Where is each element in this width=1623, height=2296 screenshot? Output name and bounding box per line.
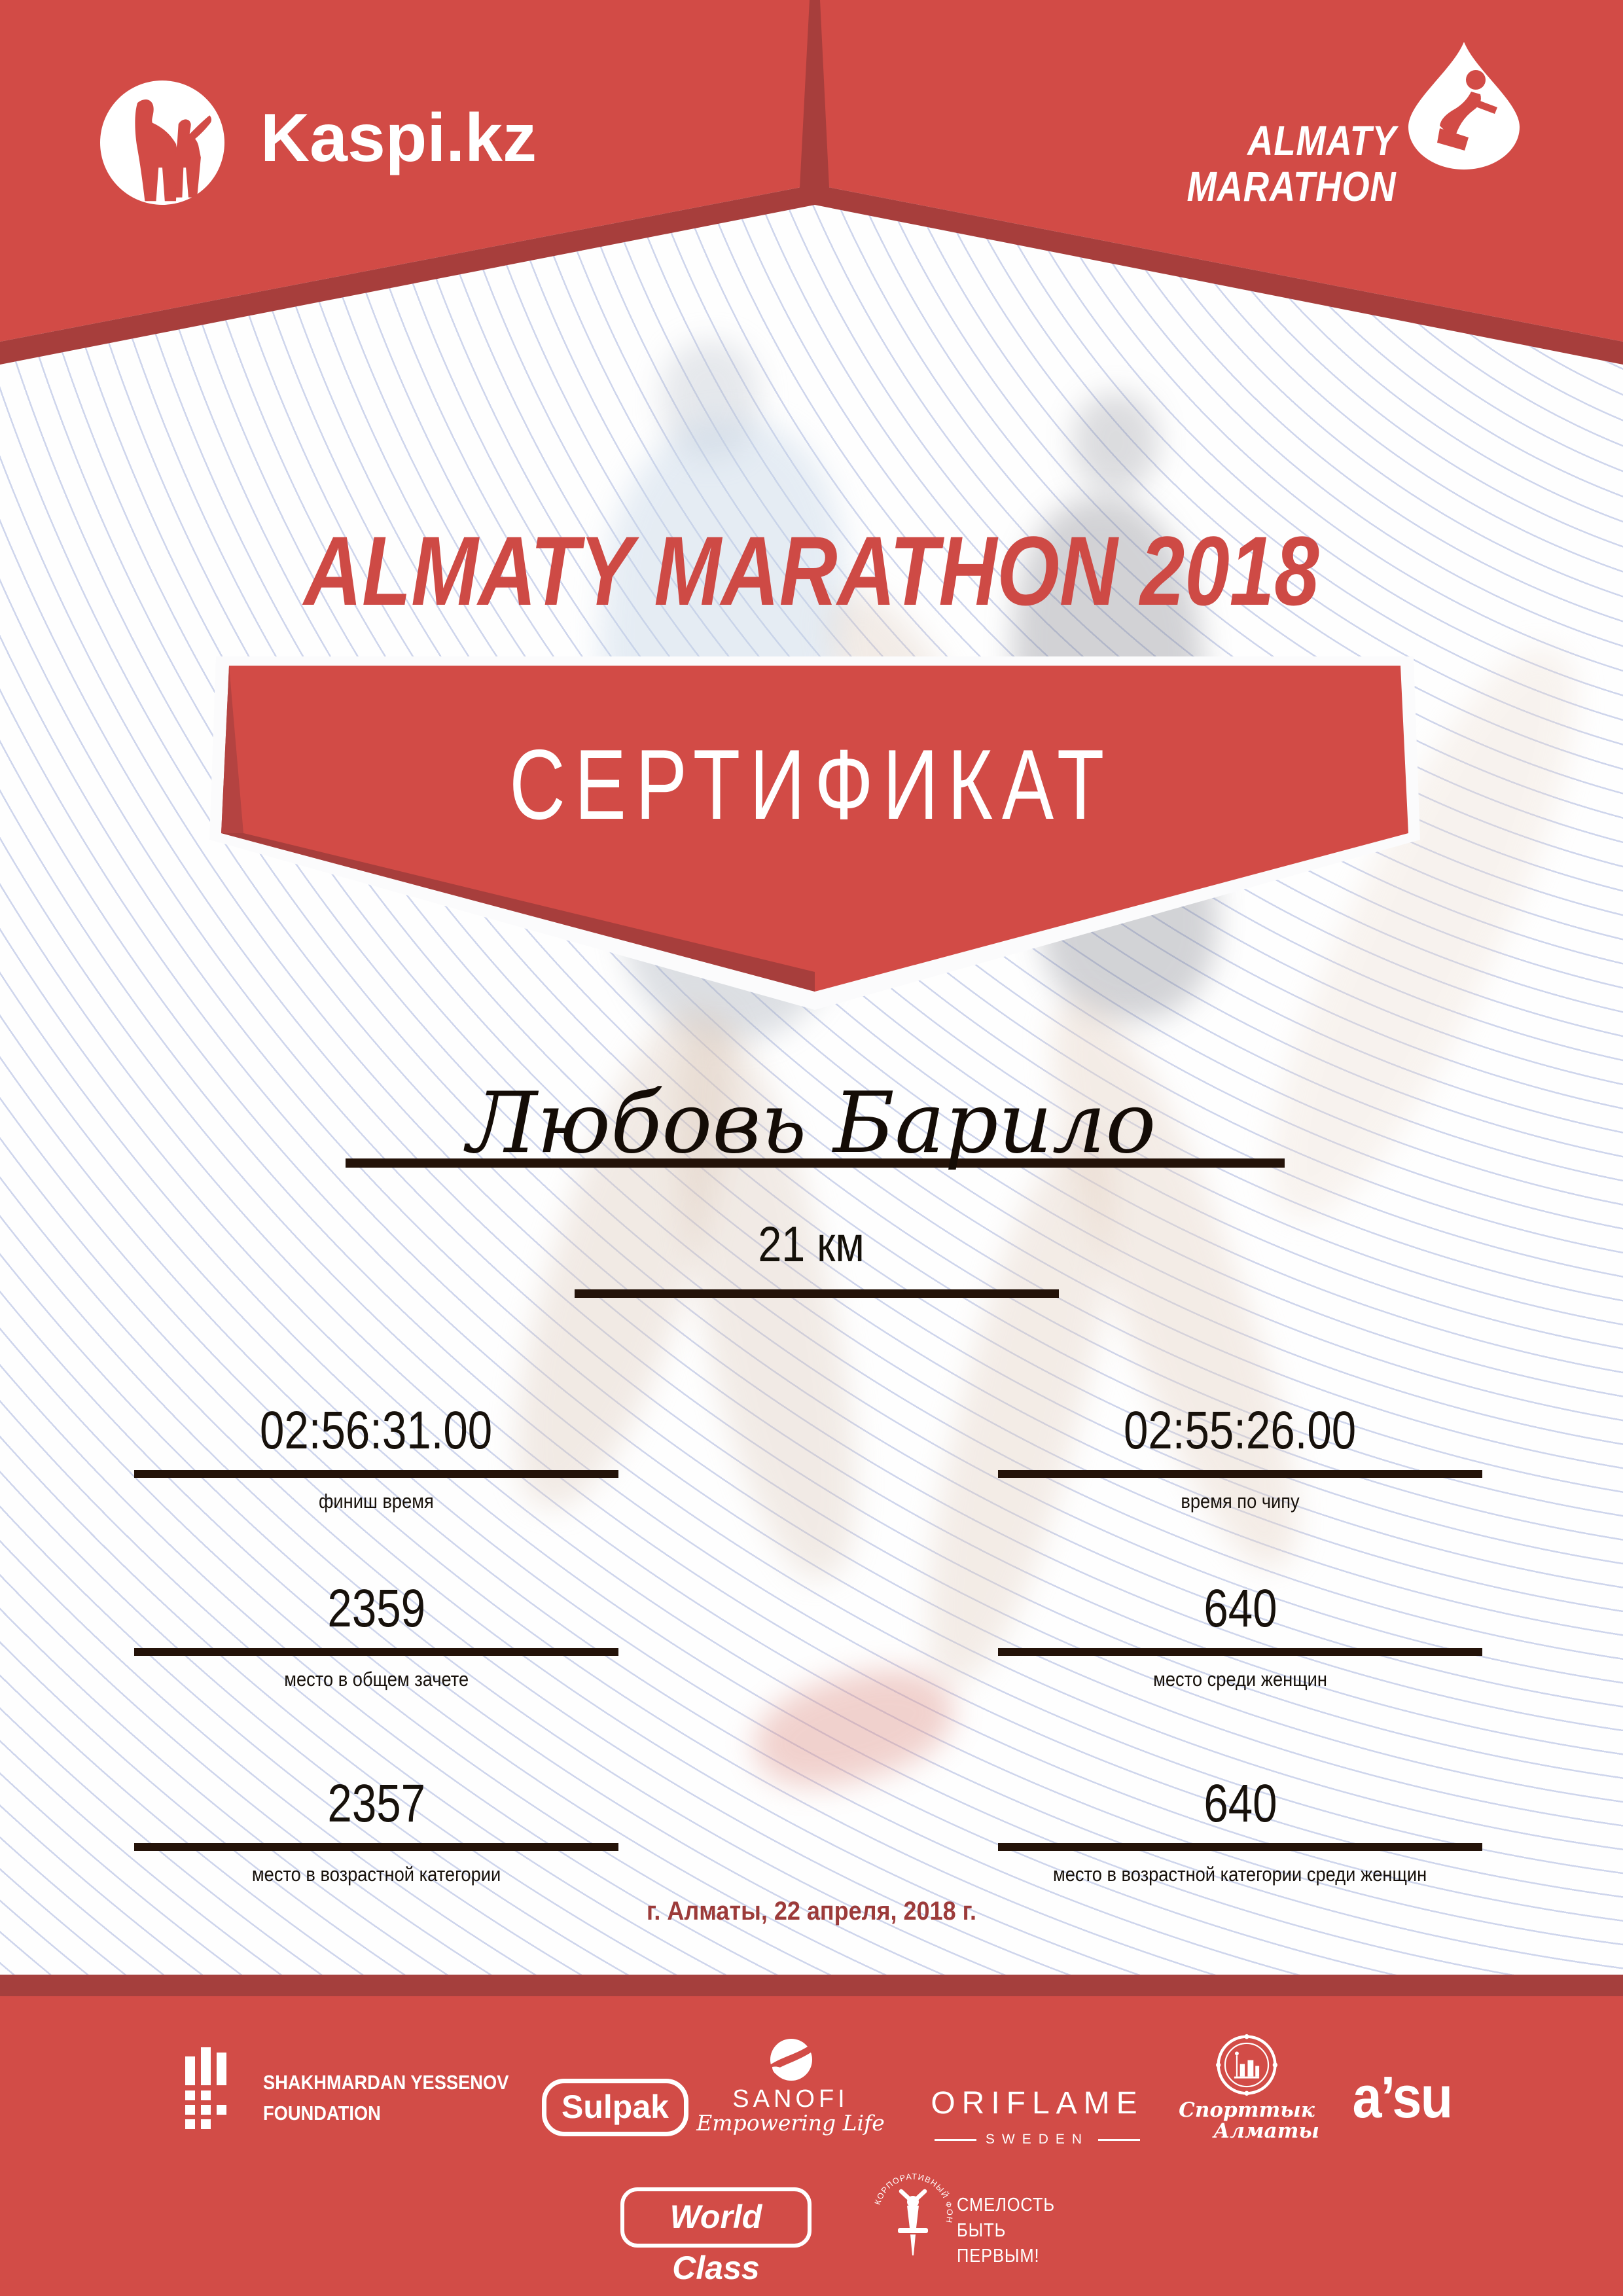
yessenov-foundation-label: SHAKHMARDAN YESSENOV FOUNDATION	[263, 2071, 509, 2125]
photo-blob	[1073, 393, 1158, 491]
yessenov-foundation-icon	[185, 2047, 227, 2129]
corporate-fund-slogan: СМЕЛОСТЬ БЫТЬ ПЕРВЫМ!	[957, 2195, 1055, 2267]
almaty-marathon-line1: ALMATY	[1247, 117, 1397, 164]
stat-value: 640	[1203, 1774, 1277, 1833]
kaspi-logo-icon	[100, 81, 224, 205]
footer-accent-stripe	[0, 1975, 1623, 1996]
stat-women-place: 640 место среди женщин	[946, 1576, 1535, 1691]
certificate-title: СЕРТИФИКАТ	[509, 729, 1114, 840]
sporttyk-label-line1: Спорттык	[1179, 2098, 1315, 2122]
certificate-ribbon	[209, 656, 1420, 1010]
photo-blob	[661, 340, 759, 458]
stat-label: место в возрастной категории среди женщи…	[1053, 1863, 1427, 1886]
sanofi-logo-text: SANOFI	[732, 2085, 849, 2113]
sporttyk-almaty-emblem-icon	[1216, 2034, 1277, 2096]
sporttyk-label-line2: Алматы	[1213, 2119, 1319, 2143]
sanofi-tagline: Empowering Life	[696, 2110, 885, 2136]
stat-value: 02:56:31.00	[260, 1401, 493, 1460]
stat-underline	[134, 1843, 618, 1851]
corporate-fund-icon: КОРПОРАТИВНЫЙ ФОНД	[872, 2170, 954, 2255]
oriflame-dash-left	[934, 2138, 976, 2141]
stat-label: место в возрастной категории	[251, 1863, 501, 1886]
almaty-marathon-runner-icon	[1408, 42, 1520, 170]
header-ribbon	[0, 0, 1623, 365]
stat-age-category-place: 2357 место в возрастной категории	[82, 1771, 671, 1886]
stat-label: время по чипу	[1181, 1490, 1300, 1513]
oriflame-sweden-text: SWEDEN	[985, 2132, 1090, 2147]
stat-label: место в общем зачете	[284, 1668, 469, 1691]
stat-age-category-women-place: 640 место в возрастной категории среди ж…	[946, 1771, 1535, 1886]
stat-underline	[134, 1648, 618, 1656]
stat-finish-time: 02:56:31.00 финиш время	[82, 1398, 671, 1513]
event-title: ALMATY MARATHON 2018	[304, 516, 1319, 626]
sulpak-logo: Sulpak	[542, 2079, 688, 2136]
kaspi-logo-text: Kaspi.kz	[260, 100, 537, 176]
distance-value: 21 км	[758, 1217, 865, 1272]
participant-name: Любовь Барило	[467, 1075, 1156, 1172]
oriflame-dash-right	[1098, 2138, 1141, 2141]
asu-logo: a’su	[1352, 2065, 1453, 2130]
oriflame-sweden-row: SWEDEN	[916, 2132, 1158, 2147]
almaty-marathon-logo-text: ALMATY MARATHON	[1150, 118, 1397, 209]
stat-underline	[998, 1648, 1482, 1656]
almaty-marathon-line2: MARATHON	[1186, 163, 1397, 210]
stat-label: финиш время	[319, 1490, 434, 1513]
stat-value: 2357	[327, 1774, 425, 1833]
sanofi-bird-icon	[767, 2039, 813, 2081]
photo-blob	[742, 1651, 966, 1805]
stat-value: 02:55:26.00	[1124, 1401, 1357, 1460]
footer-sponsors-band: SHAKHMARDAN YESSENOV FOUNDATION Sulpak S…	[0, 1996, 1623, 2296]
distance-underline	[575, 1289, 1059, 1298]
world-class-logo: World Class	[620, 2187, 812, 2286]
stat-overall-place: 2359 место в общем зачете	[82, 1576, 671, 1691]
stat-underline	[998, 1843, 1482, 1851]
stat-underline	[134, 1470, 618, 1478]
event-date-location: г. Алматы, 22 апреля, 2018 г.	[647, 1897, 976, 1926]
name-underline	[346, 1158, 1285, 1168]
stat-label: место среди женщин	[1153, 1668, 1327, 1691]
stat-value: 640	[1203, 1579, 1277, 1638]
stat-underline	[998, 1470, 1482, 1478]
oriflame-logo-text: ORIFLAME	[931, 2086, 1144, 2121]
stat-value: 2359	[327, 1579, 425, 1638]
oriflame-logo: ORIFLAME SWEDEN	[916, 2085, 1158, 2147]
stat-chip-time: 02:55:26.00 время по чипу	[946, 1398, 1535, 1513]
